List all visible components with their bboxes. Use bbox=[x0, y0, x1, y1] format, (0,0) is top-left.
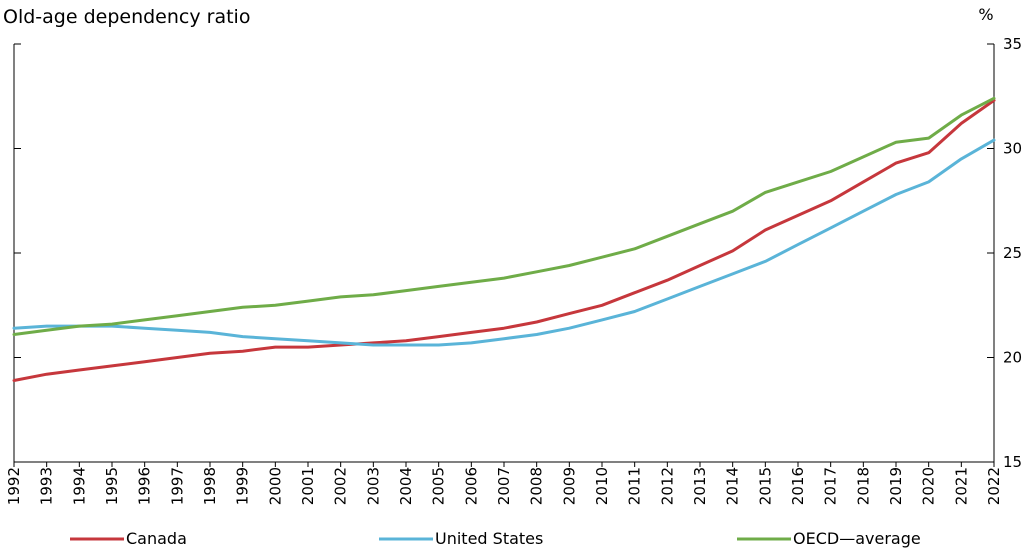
x-tick-label: 2015 bbox=[756, 467, 774, 505]
x-tick-label: 1997 bbox=[168, 467, 186, 505]
legend-label-canada: Canada bbox=[126, 529, 187, 548]
x-tick-label: 1995 bbox=[103, 467, 121, 505]
x-tick-label: 2007 bbox=[495, 467, 513, 505]
x-tick-label: 2004 bbox=[397, 467, 415, 505]
x-tick-label: 2001 bbox=[299, 467, 317, 505]
x-tick-label: 2020 bbox=[920, 467, 938, 505]
x-tick-label: 2000 bbox=[266, 467, 284, 505]
x-axis-ticks: 1992 1993 1994 1995 1996 1997 1998 1999 2000 2001… bbox=[5, 462, 1003, 505]
x-tick-label: 1996 bbox=[136, 467, 154, 505]
x-tick-label: 2018 bbox=[854, 467, 872, 505]
series-line-canada bbox=[12, 98, 996, 382]
x-tick-label: 2006 bbox=[462, 467, 480, 505]
x-tick-label: 2017 bbox=[822, 467, 840, 505]
y-tick-label: 15 bbox=[1003, 453, 1022, 471]
x-tick-label: 2010 bbox=[593, 467, 611, 505]
x-tick-label: 2009 bbox=[560, 467, 578, 505]
x-tick-label: 1992 bbox=[5, 467, 23, 505]
x-tick-label: 2012 bbox=[658, 467, 676, 505]
y-tick-label: 25 bbox=[1003, 244, 1022, 262]
x-tick-label: 2022 bbox=[985, 467, 1003, 505]
x-tick-label: 2008 bbox=[528, 467, 546, 505]
x-tick-label: 1993 bbox=[38, 467, 56, 505]
series-lines bbox=[12, 96, 996, 382]
x-tick-label: 2011 bbox=[626, 467, 644, 505]
x-tick-label: 2002 bbox=[332, 467, 350, 505]
y-axis-unit-label: % bbox=[978, 5, 993, 24]
x-tick-label: 2021 bbox=[952, 467, 970, 505]
series-line-oecd-average bbox=[12, 96, 996, 336]
y-tick-label: 20 bbox=[1003, 349, 1022, 367]
chart-title: Old-age dependency ratio bbox=[3, 6, 250, 28]
x-tick-label: 1998 bbox=[201, 467, 219, 505]
x-tick-label: 2005 bbox=[430, 467, 448, 505]
x-tick-label: 2003 bbox=[364, 467, 382, 505]
legend: Canada United States OECD—average bbox=[70, 529, 921, 548]
x-tick-label: 2013 bbox=[691, 467, 709, 505]
legend-label-united-states: United States bbox=[435, 529, 543, 548]
x-tick-label: 2019 bbox=[887, 467, 905, 505]
x-tick-label: 1994 bbox=[70, 467, 88, 505]
y-tick-label: 35 bbox=[1003, 35, 1022, 53]
legend-label-oecd-average: OECD—average bbox=[793, 529, 921, 548]
y-tick-label: 30 bbox=[1003, 140, 1022, 158]
series-line-united-states bbox=[12, 138, 996, 347]
x-tick-label: 1999 bbox=[234, 467, 252, 505]
y-axis-ticks: 15 20 25 30 35 bbox=[14, 35, 1022, 471]
x-tick-label: 2014 bbox=[724, 467, 742, 505]
x-tick-label: 2016 bbox=[789, 467, 807, 505]
